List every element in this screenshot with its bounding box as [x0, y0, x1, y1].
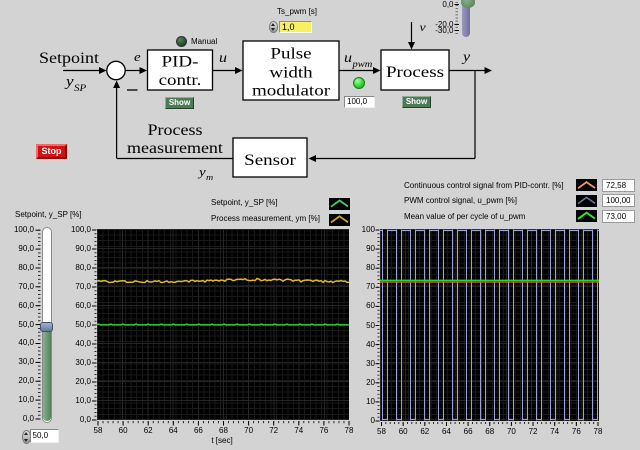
svg-text:Pulse: Pulse: [270, 44, 311, 62]
svg-text:y: y: [64, 74, 74, 90]
svg-text:PID-: PID-: [162, 52, 199, 70]
svg-text:pwm: pwm: [351, 60, 372, 70]
svg-text:y: y: [197, 166, 207, 180]
svg-text:Process: Process: [386, 62, 444, 80]
svg-text:modulator: modulator: [252, 81, 330, 99]
svg-text:m: m: [206, 174, 214, 183]
svg-text:e: e: [134, 51, 141, 65]
svg-text:contr.: contr.: [159, 70, 202, 88]
svg-text:u: u: [219, 51, 227, 66]
svg-text:width: width: [269, 63, 312, 81]
svg-text:Process: Process: [148, 121, 203, 138]
svg-text:Sensor: Sensor: [244, 150, 296, 168]
svg-text:u: u: [344, 51, 352, 66]
svg-text:SP: SP: [74, 84, 86, 94]
svg-text:measurement: measurement: [127, 139, 223, 156]
svg-text:y: y: [461, 50, 471, 65]
svg-text:Setpoint: Setpoint: [39, 49, 99, 66]
